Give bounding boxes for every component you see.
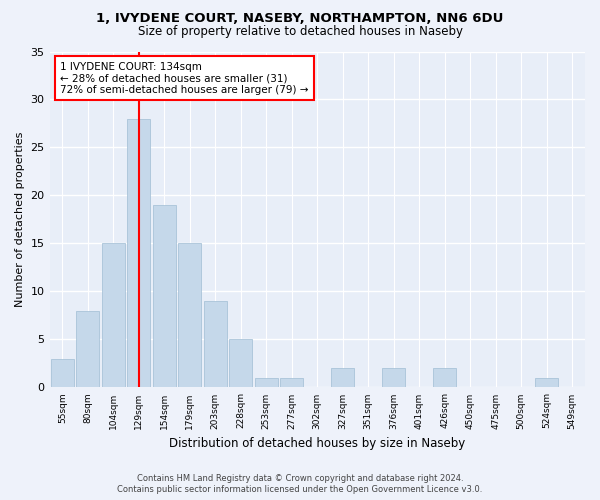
Text: Size of property relative to detached houses in Naseby: Size of property relative to detached ho… — [137, 25, 463, 38]
Text: Contains HM Land Registry data © Crown copyright and database right 2024.
Contai: Contains HM Land Registry data © Crown c… — [118, 474, 482, 494]
Bar — [331, 368, 354, 388]
Bar — [255, 378, 278, 388]
Bar — [102, 244, 125, 388]
Text: 1, IVYDENE COURT, NASEBY, NORTHAMPTON, NN6 6DU: 1, IVYDENE COURT, NASEBY, NORTHAMPTON, N… — [97, 12, 503, 26]
Bar — [127, 118, 150, 388]
Bar — [51, 358, 74, 388]
Bar — [433, 368, 456, 388]
Bar — [280, 378, 303, 388]
Bar — [178, 244, 201, 388]
X-axis label: Distribution of detached houses by size in Naseby: Distribution of detached houses by size … — [169, 437, 466, 450]
Text: 1 IVYDENE COURT: 134sqm
← 28% of detached houses are smaller (31)
72% of semi-de: 1 IVYDENE COURT: 134sqm ← 28% of detache… — [60, 62, 309, 95]
Bar — [535, 378, 558, 388]
Bar — [153, 205, 176, 388]
Bar — [382, 368, 405, 388]
Y-axis label: Number of detached properties: Number of detached properties — [15, 132, 25, 307]
Bar — [229, 340, 252, 388]
Bar — [76, 310, 99, 388]
Bar — [204, 301, 227, 388]
